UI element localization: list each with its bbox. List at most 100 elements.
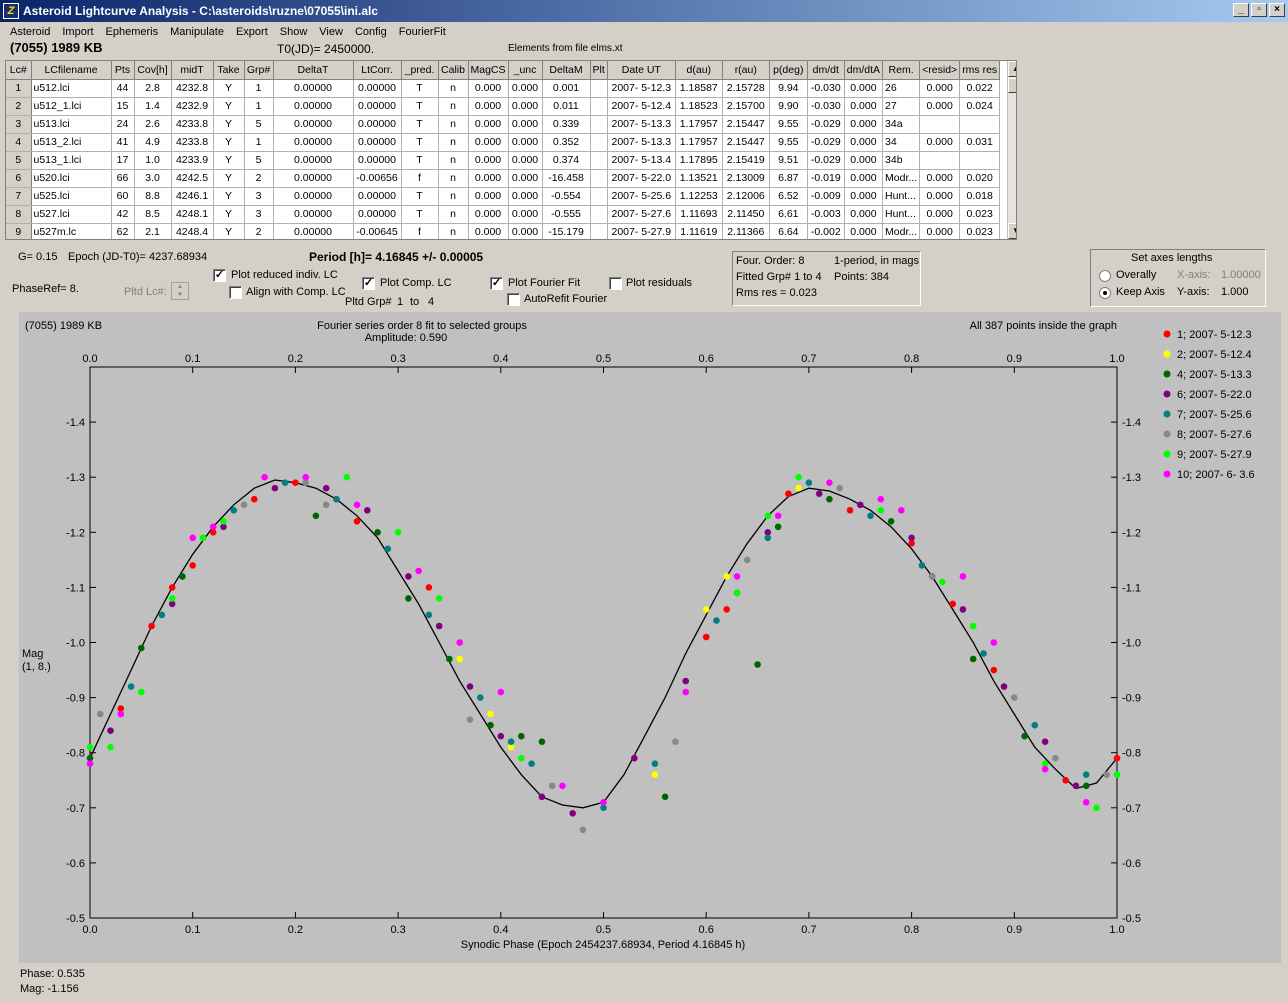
table-cell[interactable]: 0.000 bbox=[844, 133, 884, 152]
table-cell[interactable]: u512_1.lci bbox=[31, 97, 112, 116]
table-cell[interactable]: -0.030 bbox=[807, 79, 845, 98]
table-cell[interactable]: f bbox=[401, 169, 439, 188]
table-cell[interactable]: 6.52 bbox=[769, 187, 808, 206]
table-cell[interactable]: 0.023 bbox=[959, 205, 1001, 224]
table-cell[interactable]: 1.17895 bbox=[675, 151, 723, 170]
table-cell[interactable]: 0.000 bbox=[919, 205, 961, 224]
table-cell[interactable]: 0.023 bbox=[959, 223, 1001, 239]
table-cell[interactable]: -0.029 bbox=[807, 151, 845, 170]
table-cell[interactable]: 9 bbox=[6, 223, 32, 239]
keep-axis-radio[interactable] bbox=[1099, 287, 1111, 299]
table-cell[interactable]: 1 bbox=[244, 133, 274, 152]
scroll-down-icon[interactable]: ▼ bbox=[1008, 223, 1016, 239]
table-cell[interactable]: Y bbox=[213, 79, 245, 98]
table-cell[interactable]: n bbox=[438, 133, 469, 152]
table-cell[interactable]: 2 bbox=[244, 169, 274, 188]
table-cell[interactable]: 1.11619 bbox=[675, 223, 723, 239]
table-cell[interactable]: 3 bbox=[244, 205, 274, 224]
table-cell[interactable]: 1.17957 bbox=[675, 133, 723, 152]
table-cell[interactable]: 34a bbox=[882, 115, 921, 134]
table-cell[interactable]: 4 bbox=[6, 133, 32, 152]
table-cell[interactable]: 8 bbox=[6, 205, 32, 224]
table-cell[interactable]: 5 bbox=[6, 151, 32, 170]
column-header[interactable]: p(deg) bbox=[769, 61, 808, 80]
table-cell[interactable]: 0.000 bbox=[508, 79, 543, 98]
table-cell[interactable]: 0.00000 bbox=[273, 79, 354, 98]
lightcurve-table[interactable]: Lc# LCfilename Pts Cov[h] midT Take Grp# DeltaT… bbox=[5, 60, 1017, 240]
table-cell[interactable]: 2007- 5-27.9 bbox=[607, 223, 676, 239]
table-cell[interactable]: T bbox=[401, 133, 439, 152]
table-cell[interactable]: 0.000 bbox=[508, 115, 543, 134]
table-cell[interactable]: 9.51 bbox=[769, 151, 808, 170]
align-comp-checkbox[interactable] bbox=[229, 286, 242, 299]
column-header[interactable]: Rem. bbox=[882, 61, 921, 80]
table-cell[interactable]: Y bbox=[213, 169, 245, 188]
pltd-grp-to[interactable]: 4 bbox=[428, 296, 435, 308]
overally-radio[interactable] bbox=[1099, 270, 1111, 282]
table-cell[interactable]: Hunt... bbox=[882, 205, 921, 224]
table-cell[interactable]: 9.90 bbox=[769, 97, 808, 116]
table-cell[interactable]: 1.18587 bbox=[675, 79, 723, 98]
table-cell[interactable]: 0.000 bbox=[468, 187, 509, 206]
table-cell[interactable]: n bbox=[438, 223, 469, 239]
table-cell[interactable]: 4242.5 bbox=[171, 169, 214, 188]
table-cell[interactable]: 0.000 bbox=[919, 223, 961, 239]
table-cell[interactable]: 2.15447 bbox=[722, 115, 770, 134]
menu-export[interactable]: Export bbox=[235, 26, 268, 38]
table-cell[interactable]: 4248.4 bbox=[171, 223, 214, 239]
menu-fourierfit[interactable]: FourierFit bbox=[398, 26, 446, 38]
table-cell[interactable]: 0.00000 bbox=[353, 133, 402, 152]
table-cell[interactable]: 1.12253 bbox=[675, 187, 723, 206]
table-cell[interactable]: 0.000 bbox=[844, 151, 884, 170]
table-cell[interactable]: 2007- 5-22.0 bbox=[607, 169, 676, 188]
table-cell[interactable]: 42 bbox=[111, 205, 135, 224]
table-cell[interactable]: 0.011 bbox=[542, 97, 591, 116]
minimize-button[interactable]: _ bbox=[1233, 3, 1249, 17]
table-cell[interactable]: -0.002 bbox=[807, 223, 845, 239]
table-cell[interactable]: 0.00000 bbox=[353, 115, 402, 134]
table-cell[interactable] bbox=[959, 151, 1001, 170]
table-cell[interactable]: 2.15447 bbox=[722, 133, 770, 152]
table-cell[interactable]: 0.000 bbox=[919, 187, 961, 206]
table-cell[interactable]: n bbox=[438, 97, 469, 116]
table-cell[interactable]: 0.000 bbox=[468, 79, 509, 98]
table-cell[interactable]: 0.352 bbox=[542, 133, 591, 152]
column-header[interactable]: d(au) bbox=[675, 61, 723, 80]
table-cell[interactable]: -0.019 bbox=[807, 169, 845, 188]
table-cell[interactable]: u527m.lc bbox=[31, 223, 112, 239]
table-cell[interactable]: 27 bbox=[882, 97, 921, 116]
table-cell[interactable]: 0.022 bbox=[959, 79, 1001, 98]
table-cell[interactable]: 2.13009 bbox=[722, 169, 770, 188]
table-cell[interactable] bbox=[590, 115, 608, 134]
table-cell[interactable]: 6.61 bbox=[769, 205, 808, 224]
table-cell[interactable]: Modr... bbox=[882, 169, 921, 188]
table-cell[interactable]: u525.lci bbox=[31, 187, 112, 206]
table-cell[interactable]: 9.55 bbox=[769, 133, 808, 152]
column-header[interactable]: Lc# bbox=[6, 61, 32, 80]
table-cell[interactable]: 4233.8 bbox=[171, 115, 214, 134]
table-cell[interactable]: 2.15419 bbox=[722, 151, 770, 170]
table-cell[interactable]: 0.000 bbox=[508, 151, 543, 170]
table-cell[interactable]: 0.000 bbox=[468, 223, 509, 239]
table-cell[interactable]: -16.458 bbox=[542, 169, 591, 188]
table-cell[interactable]: -0.029 bbox=[807, 115, 845, 134]
x-axis-value[interactable]: 1.00000 bbox=[1221, 269, 1261, 281]
table-cell[interactable]: 1.11693 bbox=[675, 205, 723, 224]
plot-fourier-checkbox[interactable]: ✓ bbox=[490, 277, 503, 290]
table-cell[interactable]: 3 bbox=[6, 115, 32, 134]
table-cell[interactable]: n bbox=[438, 187, 469, 206]
table-cell[interactable]: 0.000 bbox=[468, 151, 509, 170]
table-cell[interactable]: n bbox=[438, 115, 469, 134]
table-cell[interactable] bbox=[590, 79, 608, 98]
table-cell[interactable]: 0.000 bbox=[919, 169, 961, 188]
table-cell[interactable]: 2007- 5-13.3 bbox=[607, 133, 676, 152]
table-cell[interactable]: 6.64 bbox=[769, 223, 808, 239]
spin-down-icon[interactable]: ▼ bbox=[177, 292, 183, 298]
table-cell[interactable]: u513.lci bbox=[31, 115, 112, 134]
column-header[interactable]: _pred. bbox=[401, 61, 439, 80]
table-cell[interactable]: 6 bbox=[6, 169, 32, 188]
table-cell[interactable]: Y bbox=[213, 133, 245, 152]
